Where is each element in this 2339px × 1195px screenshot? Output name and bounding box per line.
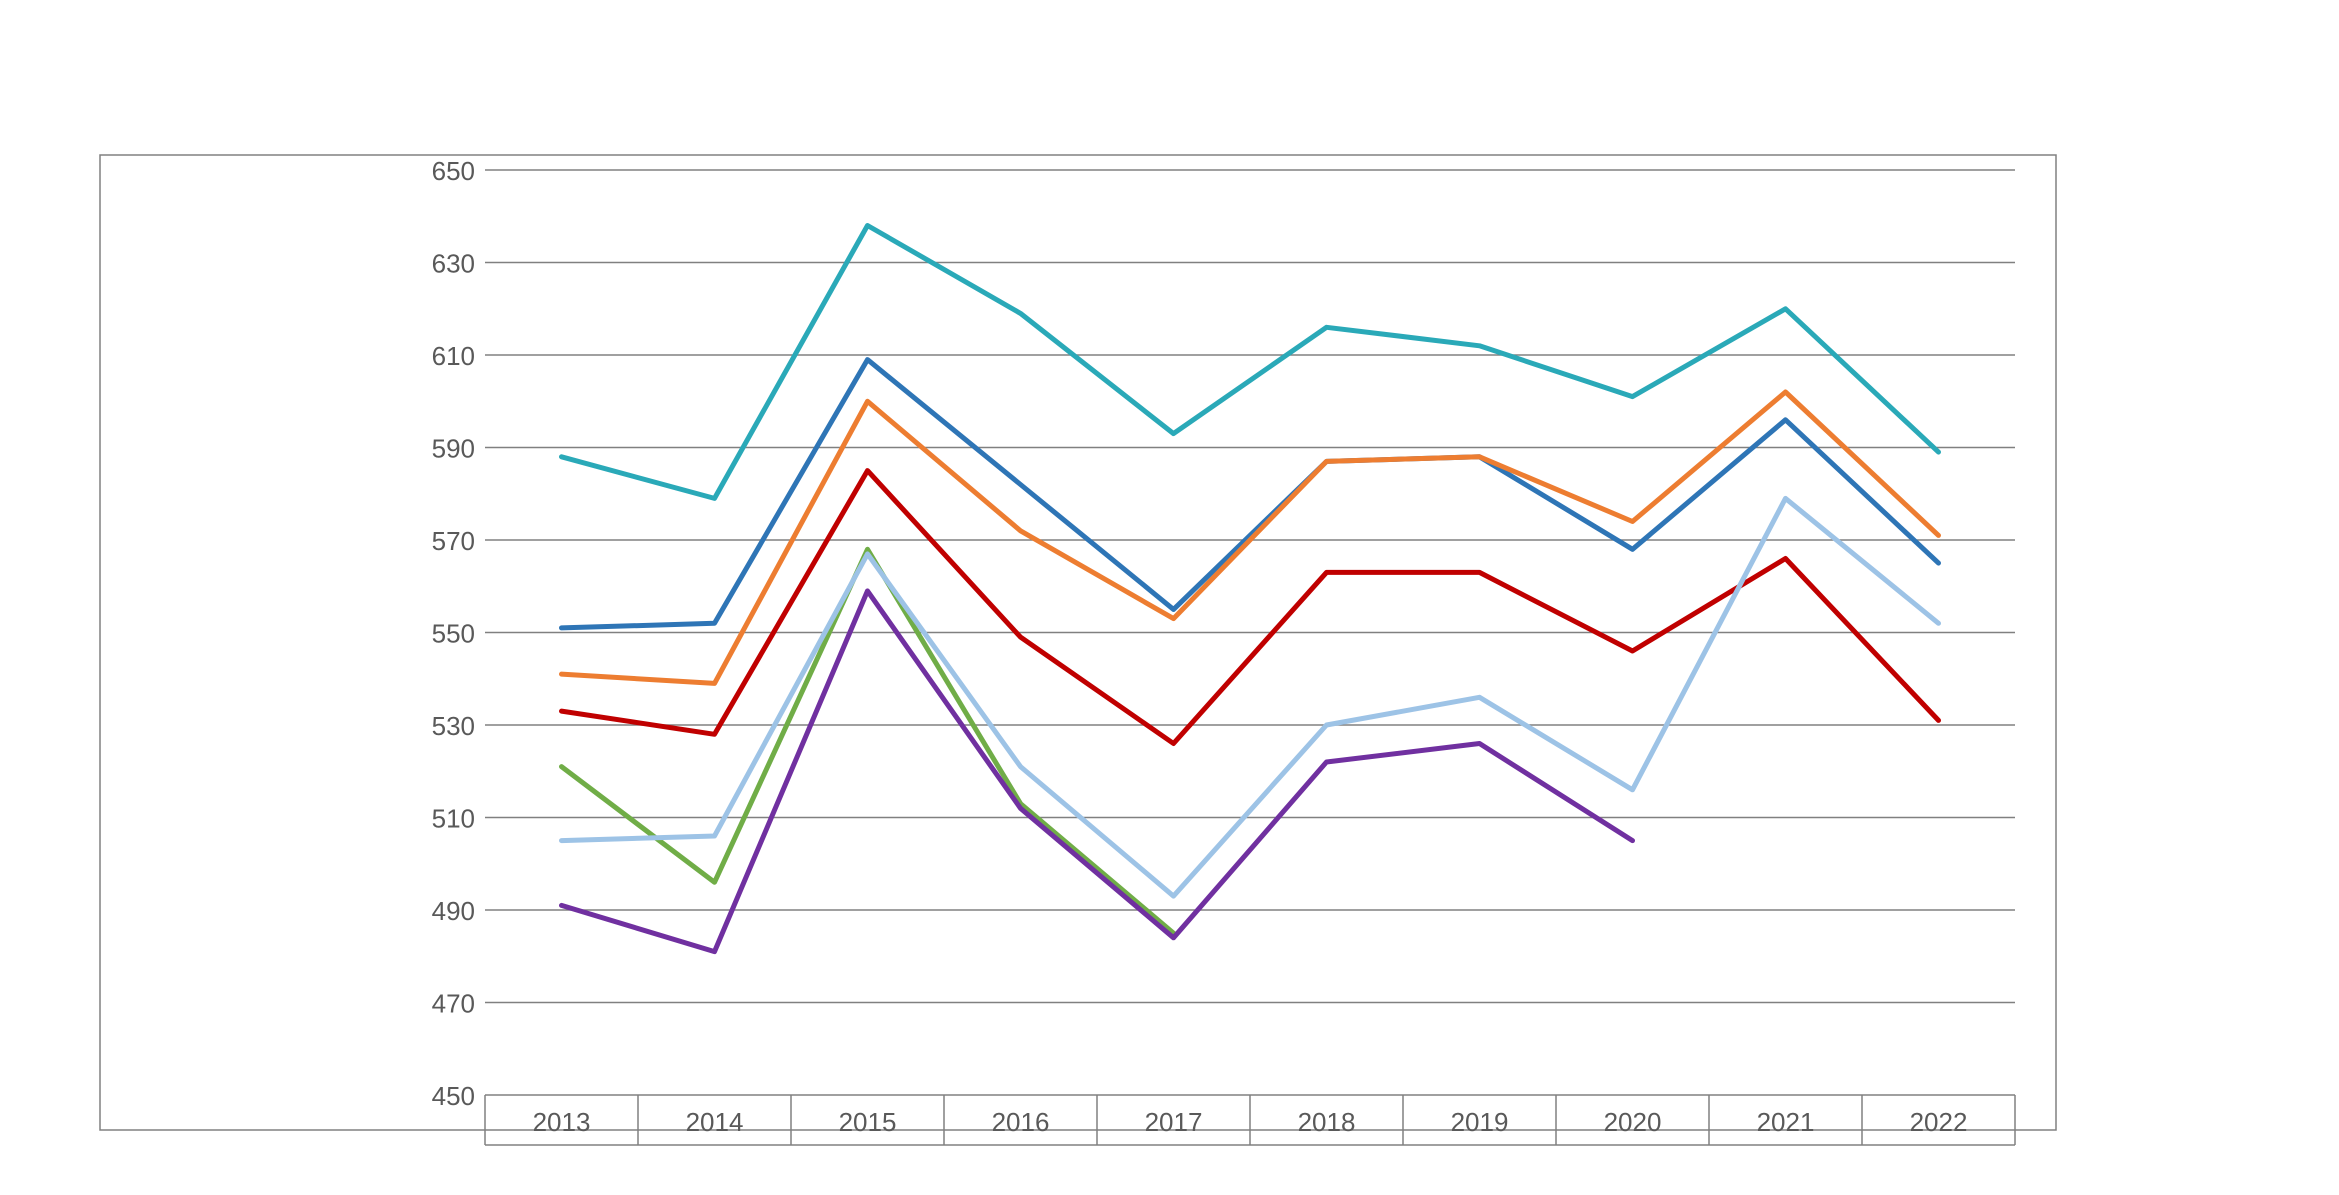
y-axis-label: 510	[432, 804, 475, 834]
series-3	[562, 471, 1939, 744]
y-axis-label: 590	[432, 434, 475, 464]
x-axis-label: 2019	[1451, 1107, 1509, 1137]
chart-container: 450 470 490 510 530 550 570 590 610 630 650 2013 201…	[0, 0, 2339, 1195]
x-axis-label: 2013	[533, 1107, 591, 1137]
y-axis-label: 650	[432, 156, 475, 186]
x-axis-label: 2018	[1298, 1107, 1356, 1137]
series-6	[562, 591, 1633, 952]
y-axis-label: 450	[432, 1081, 475, 1111]
series-5	[562, 498, 1939, 896]
y-axis-label: 470	[432, 989, 475, 1019]
x-axis-label: 2015	[839, 1107, 897, 1137]
line-chart: 450 470 490 510 530 550 570 590 610 630 650 2013 201…	[0, 0, 2339, 1195]
x-axis-label: 2016	[992, 1107, 1050, 1137]
x-axis-label: 2017	[1145, 1107, 1203, 1137]
series-4	[562, 549, 1174, 933]
y-axis-label: 610	[432, 341, 475, 371]
chart-outer-border	[100, 155, 2056, 1130]
y-axis-label: 570	[432, 526, 475, 556]
x-axis-label: 2022	[1910, 1107, 1968, 1137]
x-axis-label: 2014	[686, 1107, 744, 1137]
y-axis-label: 630	[432, 249, 475, 279]
x-axis-label: 2020	[1604, 1107, 1662, 1137]
y-axis-label: 490	[432, 896, 475, 926]
y-axis-label: 550	[432, 619, 475, 649]
x-axis-label: 2021	[1757, 1107, 1815, 1137]
series-7	[562, 226, 1939, 499]
y-axis-label: 530	[432, 711, 475, 741]
